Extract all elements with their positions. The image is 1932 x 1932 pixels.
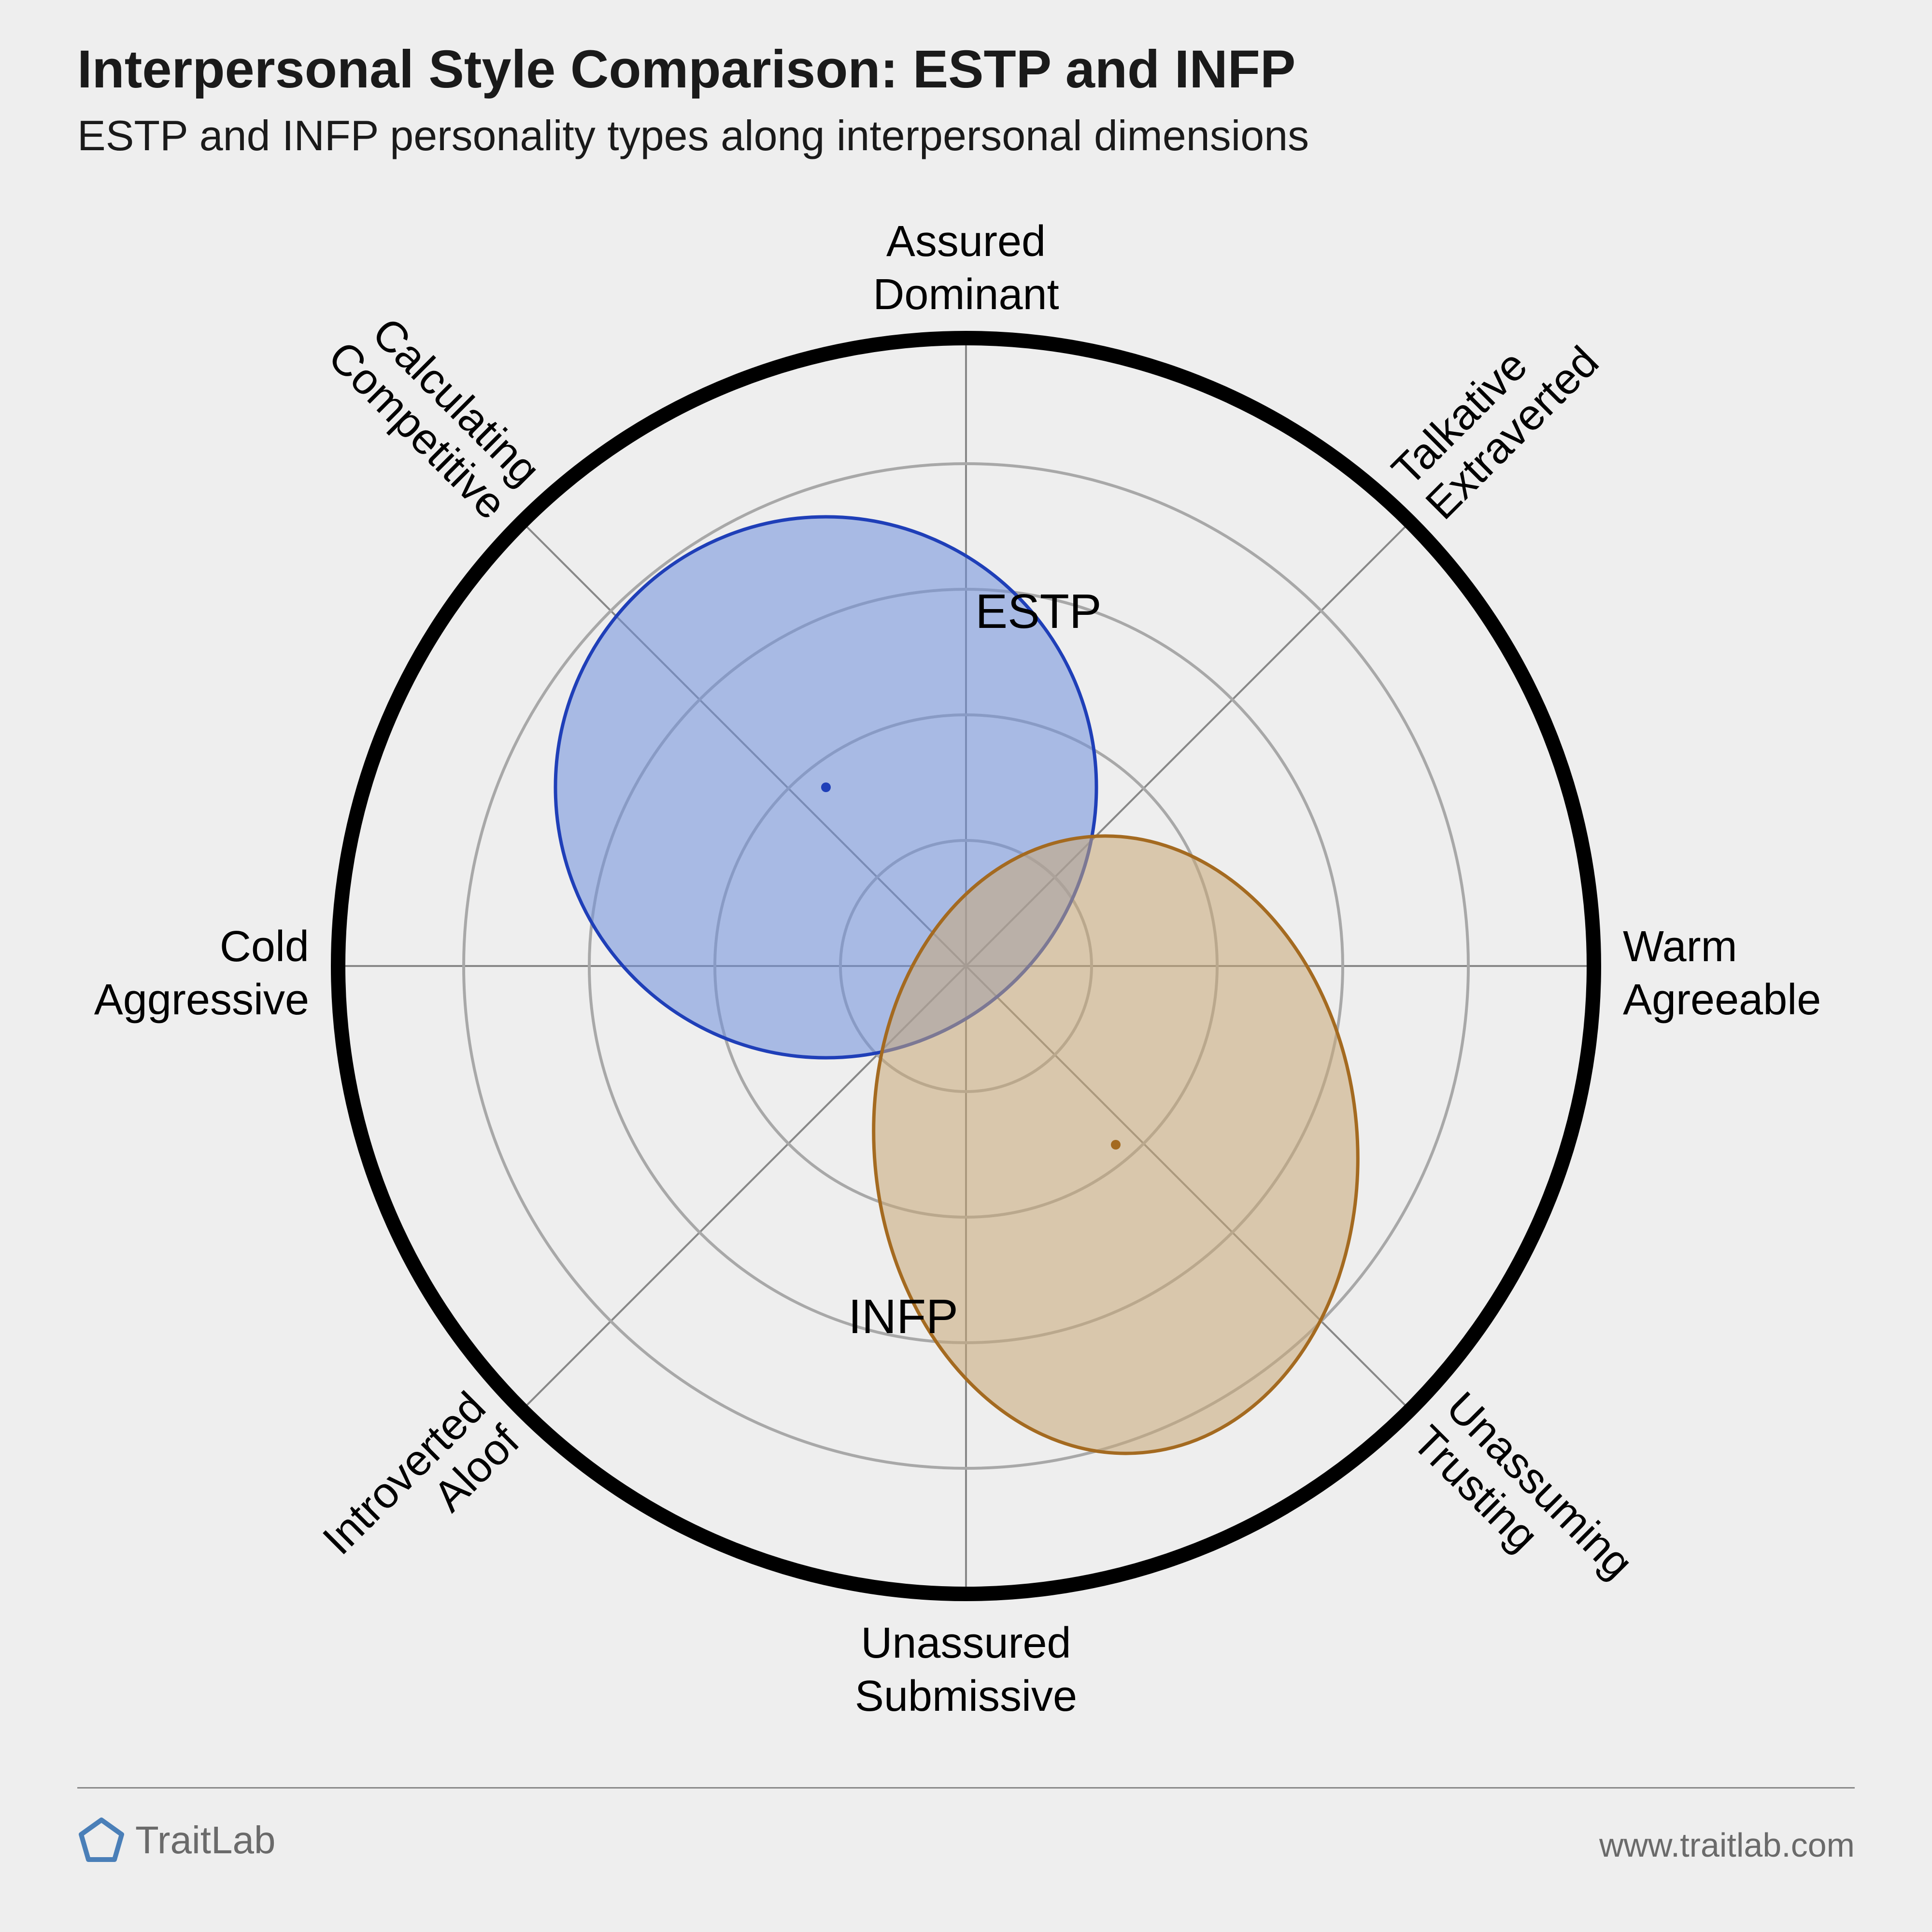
chart-title: Interpersonal Style Comparison: ESTP and… xyxy=(77,39,1295,100)
axis-label: Cold xyxy=(220,923,309,971)
footer-brand: TraitLab xyxy=(77,1816,276,1864)
chart-container: Interpersonal Style Comparison: ESTP and… xyxy=(0,0,1932,1932)
series-label-infp: INFP xyxy=(848,1290,958,1344)
axis-label: Dominant xyxy=(873,270,1059,319)
footer-url: www.traitlab.com xyxy=(1599,1826,1855,1864)
footer-divider xyxy=(77,1787,1855,1789)
axis-label: Agreeable xyxy=(1623,976,1821,1024)
axis-label: Aggressive xyxy=(94,976,309,1024)
brand-name: TraitLab xyxy=(135,1818,276,1862)
traitlab-logo-icon xyxy=(77,1816,126,1864)
axis-label: Warm xyxy=(1623,923,1737,971)
axis-label: Submissive xyxy=(855,1672,1077,1720)
series-label-estp: ESTP xyxy=(975,584,1101,639)
axis-label: Assured xyxy=(886,217,1046,266)
circumplex-chart: ESTPINFPAssuredDominantTalkativeExtraver… xyxy=(0,169,1932,1763)
axis-label: Unassured xyxy=(861,1619,1071,1667)
chart-subtitle: ESTP and INFP personality types along in… xyxy=(77,111,1309,160)
